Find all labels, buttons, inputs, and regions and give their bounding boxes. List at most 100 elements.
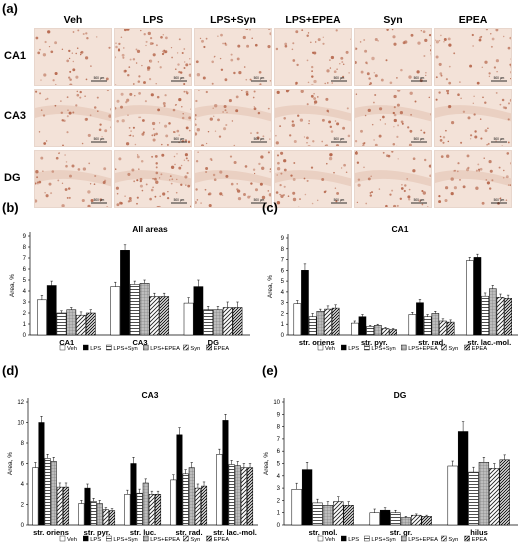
legend-swatch: [364, 535, 370, 542]
bar-lps-syn: [312, 502, 323, 526]
micrograph-tile: 500 µm: [114, 89, 192, 147]
legend-entry: LPS+Syn: [113, 346, 137, 352]
x-tick-label: str. rad.: [175, 528, 202, 537]
chart-b: (b) All areas Area, % 0 1 2 3 4 5 6 7 8 9 CA1 CA3 DG Veh…: [2, 200, 250, 352]
legend-entry: LPS: [90, 346, 101, 352]
svg-text:500 µm: 500 µm: [254, 137, 265, 141]
bar-syn: [381, 328, 390, 336]
micrograph-tile: 500 µm: [34, 150, 112, 208]
legend-swatch: [183, 535, 189, 542]
svg-text:500 µm: 500 µm: [494, 76, 505, 80]
svg-text:500 µm: 500 µm: [254, 198, 265, 202]
legend-entry: LPS+EPEA: [150, 537, 180, 543]
row-header: DG: [4, 172, 21, 184]
x-tick-label: str. lac.-mol.: [213, 528, 257, 537]
legend-entry: LPS: [348, 537, 359, 543]
bar-lps-epea: [374, 325, 382, 336]
bar-lps-syn: [136, 492, 143, 526]
svg-text:500 µm: 500 µm: [254, 76, 265, 80]
micrograph-tile: 500 µm: [354, 150, 432, 208]
bar-lps-syn: [468, 471, 479, 526]
svg-text:500 µm: 500 µm: [94, 76, 105, 80]
bar-lps-epea: [489, 288, 497, 336]
bar-veh: [293, 303, 302, 336]
legend-swatch: [317, 344, 324, 351]
chart-title: CA1: [391, 224, 408, 234]
bar-veh: [78, 503, 85, 526]
micrograph-tile: 500 µm: [194, 89, 272, 147]
legend-entry: EPEA: [472, 346, 488, 352]
column-header: EPEA: [458, 14, 488, 26]
legend-swatch: [206, 535, 212, 542]
bar-syn: [411, 514, 422, 526]
y-tick-label: 3: [23, 300, 27, 306]
legend-swatch: [317, 535, 324, 542]
y-tick-label: 1: [281, 322, 285, 328]
row-header: CA1: [4, 50, 27, 62]
x-tick-label: str. oriens: [33, 528, 69, 537]
y-tick-label: 0: [277, 523, 281, 529]
bar-lps: [130, 463, 137, 526]
bar-lps-epea: [50, 461, 57, 526]
bar-lps-epea: [400, 517, 412, 526]
micrograph-tile: 500 µm: [194, 150, 272, 208]
x-tick-label: str. pyr.: [361, 338, 388, 347]
micrograph-tile: 500 µm: [434, 150, 512, 208]
bar-epea: [159, 296, 170, 336]
column-header: Veh: [63, 14, 83, 26]
bar-epea: [201, 485, 208, 526]
bar-epea: [331, 307, 340, 336]
y-tick-label: 2: [281, 311, 285, 317]
chart-title: CA3: [141, 390, 158, 400]
bar-epea: [499, 459, 510, 526]
legend-swatch: [206, 344, 212, 351]
bar-syn: [194, 487, 201, 526]
bar-epea: [85, 312, 96, 336]
bar-syn: [496, 297, 505, 336]
y-tick-label: 6: [21, 462, 25, 468]
bar-lps-syn: [390, 512, 401, 526]
bar-veh: [170, 479, 177, 526]
legend-entry: Syn: [448, 346, 458, 352]
y-tick-label: 5: [277, 462, 281, 468]
y-tick-label: 4: [281, 290, 285, 296]
x-tick-label: str. rad.: [418, 338, 445, 347]
legend-swatch: [142, 344, 149, 351]
y-tick-label: 5: [23, 278, 27, 284]
bar-syn: [102, 509, 109, 526]
bar-lps-epea: [188, 467, 195, 526]
svg-text:500 µm: 500 µm: [334, 137, 345, 141]
panel-label-b: (b): [2, 200, 19, 215]
bar-veh: [351, 322, 359, 336]
bar-veh: [216, 454, 223, 526]
bar-veh: [291, 489, 302, 526]
bar-lps: [120, 250, 130, 336]
svg-text:500 µm: 500 µm: [414, 76, 425, 80]
legend-entry: Syn: [190, 346, 200, 352]
panel-label-d: (d): [2, 363, 19, 378]
bar-epea: [155, 494, 162, 526]
bar-lps-epea: [316, 311, 325, 336]
chart-d: (d) CA3 Area, % 0 2 4 6 8 10 12 str. oriens str. py…: [2, 363, 258, 543]
bar-veh: [369, 512, 380, 526]
legend-swatch: [464, 344, 470, 351]
svg-text:500 µm: 500 µm: [94, 137, 105, 141]
legend-swatch: [341, 344, 347, 351]
bar-lps: [193, 286, 204, 336]
panel-label-a: (a): [2, 1, 18, 16]
bar-syn: [56, 486, 63, 526]
column-header: LPS: [142, 14, 164, 26]
legend-entry: LPS+Syn: [371, 346, 395, 352]
y-tick-label: 4: [23, 289, 27, 295]
bar-syn: [489, 468, 500, 526]
svg-text:500 µm: 500 µm: [174, 76, 185, 80]
y-tick-label: 6: [281, 268, 285, 274]
bar-lps-syn: [423, 316, 432, 336]
y-tick-label: 8: [281, 247, 285, 253]
legend-entry: Veh: [325, 537, 335, 543]
y-tick-label: 10: [273, 400, 280, 406]
x-tick-label: str. oriens: [299, 338, 335, 347]
legend-entry: LPS+Syn: [113, 537, 137, 543]
bar-lps: [38, 422, 45, 526]
y-axis-label: Area, %: [7, 452, 14, 475]
